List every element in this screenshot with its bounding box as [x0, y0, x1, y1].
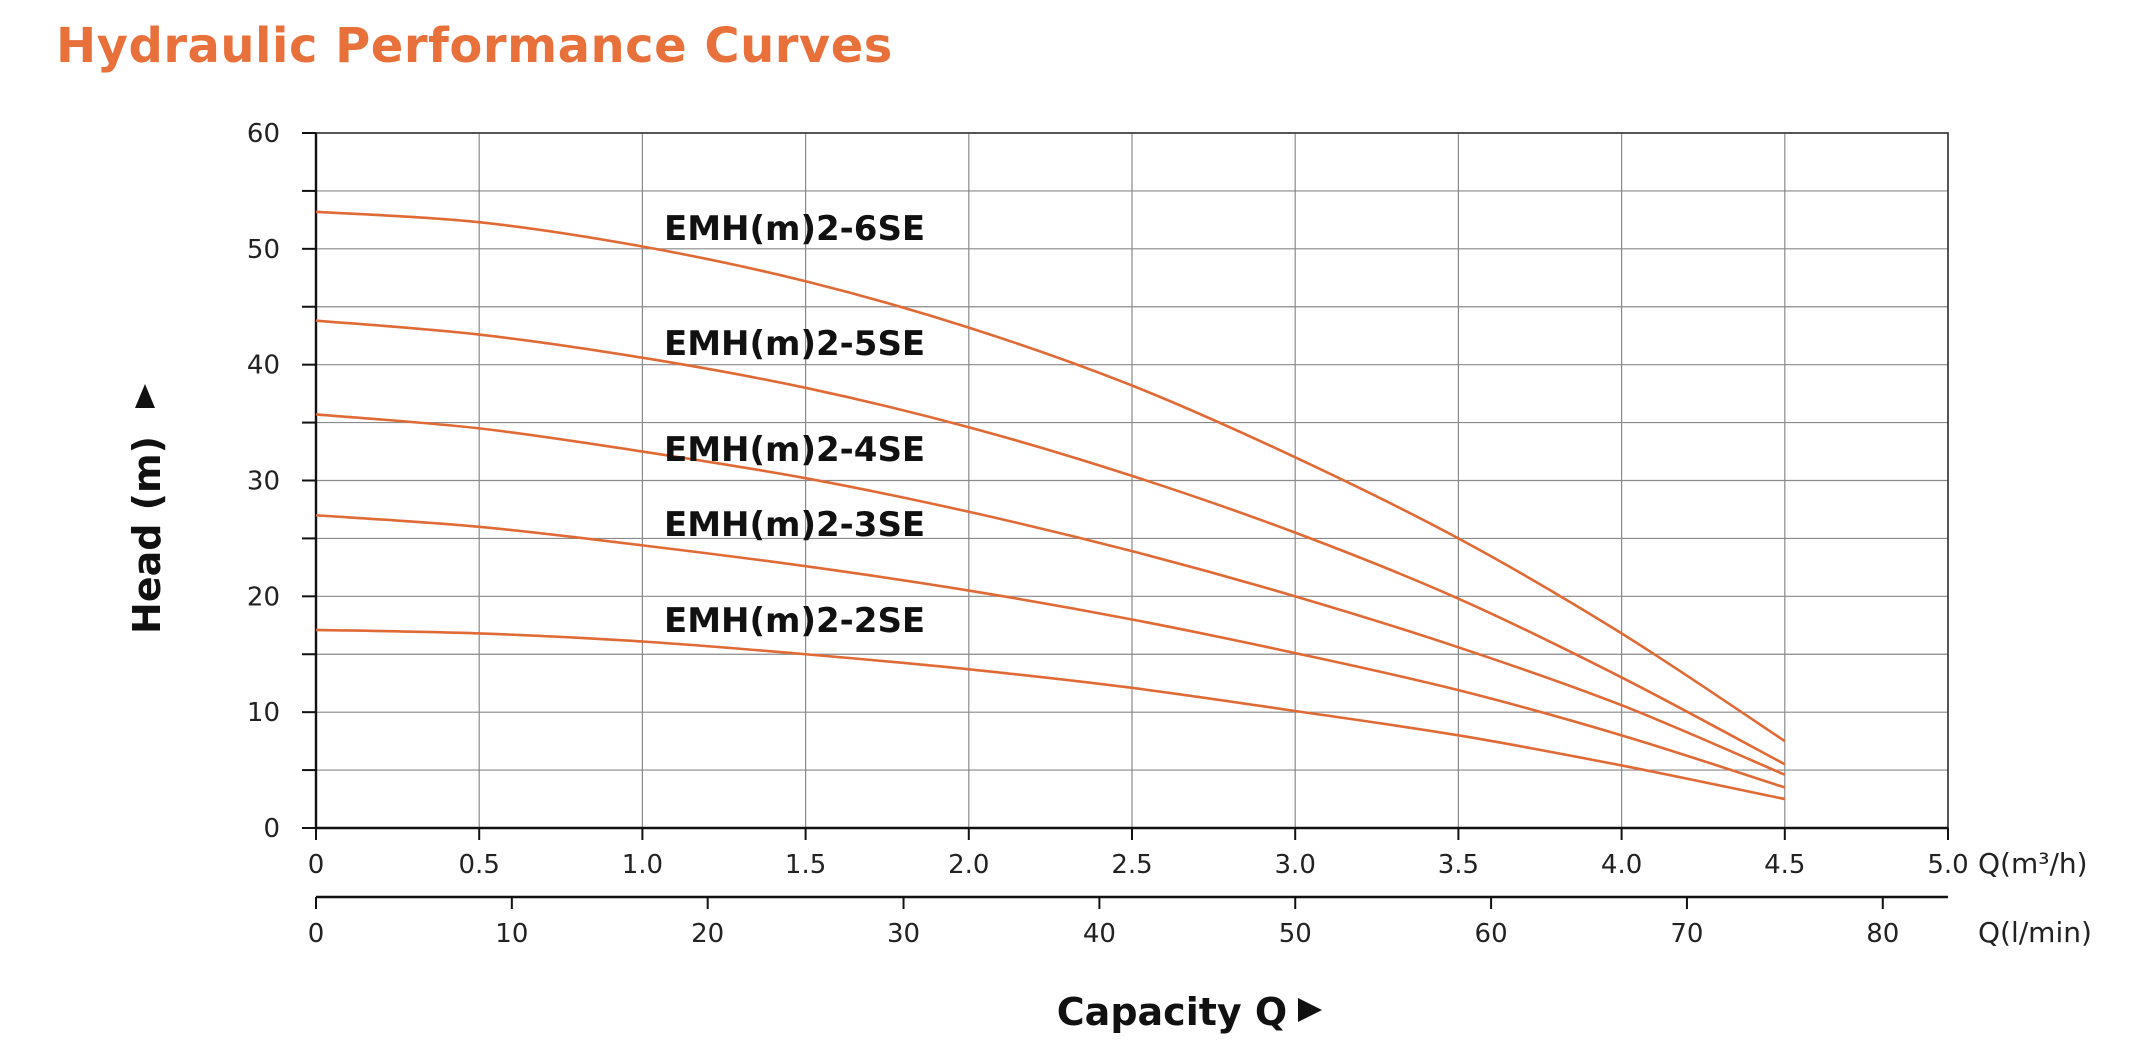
x-tick-label: 3.0	[1275, 850, 1316, 880]
x2-tick-label: 50	[1279, 919, 1312, 949]
series-label-emh-m-2-6se: EMH(m)2-6SE	[664, 209, 925, 249]
x-tick-label: 2.5	[1111, 850, 1152, 880]
x-tick-label: 4.5	[1764, 850, 1805, 880]
x-tick-label: 3.5	[1438, 850, 1479, 880]
y-tick-label: 20	[247, 582, 280, 612]
y-tick-label: 30	[247, 467, 280, 497]
y-tick-label: 0	[263, 814, 280, 844]
x-tick-label: 1.0	[622, 850, 663, 880]
x2-tick-label: 40	[1083, 919, 1116, 949]
x-axis-arrow-icon	[1298, 998, 1322, 1022]
y-axis-arrow-icon	[135, 384, 155, 408]
x-tick-label: 2.0	[948, 850, 989, 880]
axes	[302, 132, 1949, 909]
series-label-emh-m-2-5se: EMH(m)2-5SE	[664, 324, 925, 364]
curve-emh-m-2-5se	[315, 319, 1786, 766]
x-tick-label: 4.0	[1601, 850, 1642, 880]
x-unit-label: Q(m³/h)	[1978, 847, 2088, 880]
x-tick-label: 5.0	[1927, 850, 1968, 880]
x-tick-label: 0.5	[459, 850, 500, 880]
grid	[315, 132, 1949, 829]
series-label-emh-m-2-2se: EMH(m)2-2SE	[664, 601, 925, 641]
y-tick-label: 50	[247, 235, 280, 265]
curve-emh-m-2-2se	[315, 628, 1786, 801]
x2-tick-label: 10	[495, 919, 528, 949]
page-title: Hydraulic Performance Curves	[56, 18, 893, 74]
tick-labels: 0 10 20 30 40 50 60 0 0.5 1.0 1.5 2.0 2.5 3.0 3.5 4.0 4.…	[247, 119, 2092, 949]
y-tick-label: 60	[247, 119, 280, 149]
axis-titles: Head (m) Capacity Q	[125, 384, 1322, 1034]
curve-emh-m-2-6se	[315, 210, 1786, 743]
x2-tick-label: 70	[1670, 919, 1703, 949]
series-label-emh-m-2-4se: EMH(m)2-4SE	[664, 430, 925, 470]
y-tick-label: 40	[247, 351, 280, 381]
x2-tick-label: 30	[887, 919, 920, 949]
curve-emh-m-2-3se	[315, 513, 1786, 789]
x-tick-label: 1.5	[785, 850, 826, 880]
x2-tick-label: 80	[1866, 919, 1899, 949]
x-axis-title: Capacity Q	[1057, 990, 1287, 1034]
x2-tick-label: 0	[308, 919, 325, 949]
x-tick-label: 0	[308, 850, 325, 880]
x2-unit-label: Q(l/min)	[1978, 916, 2092, 949]
y-axis-title: Head (m)	[125, 436, 169, 634]
x2-tick-label: 20	[691, 919, 724, 949]
curve-emh-m-2-4se	[315, 413, 1786, 776]
series-labels: EMH(m)2-6SE EMH(m)2-5SE EMH(m)2-4SE EMH(m)2…	[664, 209, 925, 641]
y-tick-label: 10	[247, 698, 280, 728]
series-label-emh-m-2-3se: EMH(m)2-3SE	[664, 505, 925, 545]
series-curves	[315, 210, 1786, 801]
x2-tick-label: 60	[1475, 919, 1508, 949]
